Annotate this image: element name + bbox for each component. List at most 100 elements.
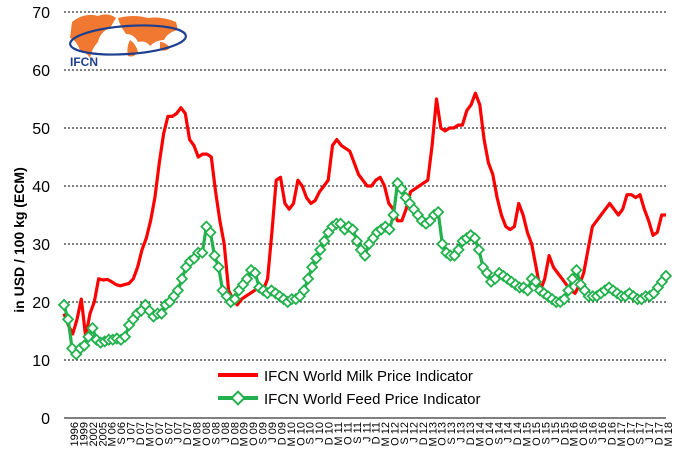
- feed-price-series: [57, 176, 673, 361]
- x-tick-label: D 17: [654, 422, 666, 445]
- feed-data-point: [155, 307, 168, 320]
- x-tick-label: O 12: [390, 422, 402, 446]
- x-tick-label: 1999: [78, 422, 90, 446]
- x-tick-label: J 09: [267, 422, 279, 443]
- y-tick-label: 50: [32, 121, 50, 138]
- legend: IFCN World Milk Price Indicator IFCN Wor…: [218, 368, 480, 408]
- ifcn-logo: IFCN: [69, 14, 187, 69]
- logo-ring: [69, 24, 187, 56]
- x-tick-label: J 07: [126, 422, 138, 443]
- x-tick-label: S 17: [635, 422, 647, 445]
- logo-text: IFCN: [70, 55, 98, 69]
- x-tick-label: O 09: [248, 422, 260, 446]
- x-tick-label: S 10: [305, 422, 317, 445]
- feed-data-point: [558, 292, 571, 306]
- x-tick-label: O 14: [484, 422, 496, 446]
- feed-data-point: [383, 223, 396, 236]
- y-tick-label: 40: [32, 179, 50, 196]
- feed-data-point: [566, 272, 579, 286]
- feed-data-point: [196, 246, 209, 259]
- x-tick-label: J 16: [597, 422, 609, 443]
- feed-data-point: [570, 263, 583, 277]
- y-tick-label: 70: [32, 5, 50, 22]
- x-tick-label: S 14: [493, 422, 505, 445]
- y-axis-ticks: 0 10 20 30 40 50 60 70: [32, 5, 50, 428]
- x-tick-label: D 16: [606, 422, 618, 445]
- feed-data-point: [350, 234, 364, 248]
- feed-data-point: [472, 243, 486, 257]
- x-tick-label: O 16: [578, 422, 590, 446]
- feed-data-point: [118, 330, 132, 344]
- x-tick-label: O 17: [625, 422, 637, 446]
- feed-data-point: [314, 243, 327, 256]
- x-tick-label: D 07: [182, 422, 194, 445]
- feed-data-point: [61, 313, 75, 326]
- x-tick-label: S 15: [540, 422, 552, 445]
- feed-data-point: [248, 266, 262, 280]
- feed-data-point: [204, 226, 217, 239]
- x-tick-label: O 13: [437, 422, 449, 446]
- y-tick-label: 10: [32, 353, 50, 370]
- feed-data-point: [240, 272, 254, 286]
- feed-data-point: [318, 234, 331, 248]
- feed-data-point: [480, 266, 494, 280]
- x-tick-label: M 06: [107, 422, 119, 446]
- x-tick-label: M 14: [474, 422, 486, 446]
- plot-area: [57, 91, 673, 361]
- x-tick-label: O 10: [295, 422, 307, 446]
- x-tick-label: M 11: [333, 422, 345, 446]
- x-tick-label: M 12: [380, 422, 392, 446]
- x-tick-label: D 13: [465, 422, 477, 445]
- x-tick-label: D 14: [512, 422, 524, 445]
- feed-data-point: [431, 205, 445, 219]
- x-tick-label: M 08: [192, 422, 204, 446]
- feed-data-point: [175, 272, 189, 285]
- feed-data-point: [171, 284, 185, 297]
- x-tick-label: S 08: [210, 422, 222, 445]
- feed-data-point: [468, 231, 482, 245]
- y-tick-label: 60: [32, 63, 50, 80]
- x-tick-label: J 13: [456, 422, 468, 443]
- milk-price-series: [62, 91, 666, 339]
- feed-data-point: [212, 260, 225, 274]
- series-line: [62, 91, 666, 339]
- x-tick-label: M 16: [569, 422, 581, 446]
- x-tick-label: J 10: [314, 422, 326, 443]
- feed-data-point: [395, 182, 408, 196]
- x-tick-label: S 11: [352, 422, 364, 444]
- feed-data-point: [228, 292, 242, 306]
- feed-data-point: [358, 249, 372, 262]
- x-tick-label: D 10: [324, 422, 336, 445]
- feed-data-point: [521, 284, 534, 297]
- x-tick-label: J 12: [408, 422, 420, 443]
- x-tick-label: D 12: [418, 422, 430, 445]
- x-tick-label: J 11: [361, 422, 373, 442]
- feed-data-point: [78, 339, 91, 352]
- y-tick-label: 30: [32, 237, 50, 254]
- x-tick-label: D 15: [559, 422, 571, 445]
- feed-data-point: [387, 208, 400, 222]
- x-tick-label: D 09: [276, 422, 288, 445]
- feed-data-point: [86, 321, 99, 335]
- x-tick-label: D 07: [135, 422, 147, 445]
- x-tick-label: O 08: [201, 422, 213, 446]
- feed-data-point: [346, 223, 360, 236]
- x-tick-label: 2002: [88, 422, 100, 446]
- x-tick-label: J 14: [503, 422, 515, 443]
- legend-feed-label: IFCN World Feed Price Indicator: [264, 391, 480, 408]
- feed-data-point: [529, 275, 543, 288]
- x-tick-label: D 11: [371, 422, 383, 444]
- x-tick-label: J 07: [173, 422, 185, 443]
- x-tick-label: S 09: [258, 422, 270, 445]
- legend-feed-marker: [230, 390, 246, 406]
- feed-data-point: [452, 243, 465, 256]
- x-tick-label: 1996: [69, 422, 81, 446]
- feed-data-point: [659, 269, 673, 283]
- x-tick-label: O 07: [154, 422, 166, 446]
- x-tick-label: M 17: [616, 422, 628, 446]
- feed-data-point: [309, 252, 323, 265]
- x-tick-label: O 15: [531, 422, 543, 446]
- y-tick-label: 0: [41, 411, 50, 428]
